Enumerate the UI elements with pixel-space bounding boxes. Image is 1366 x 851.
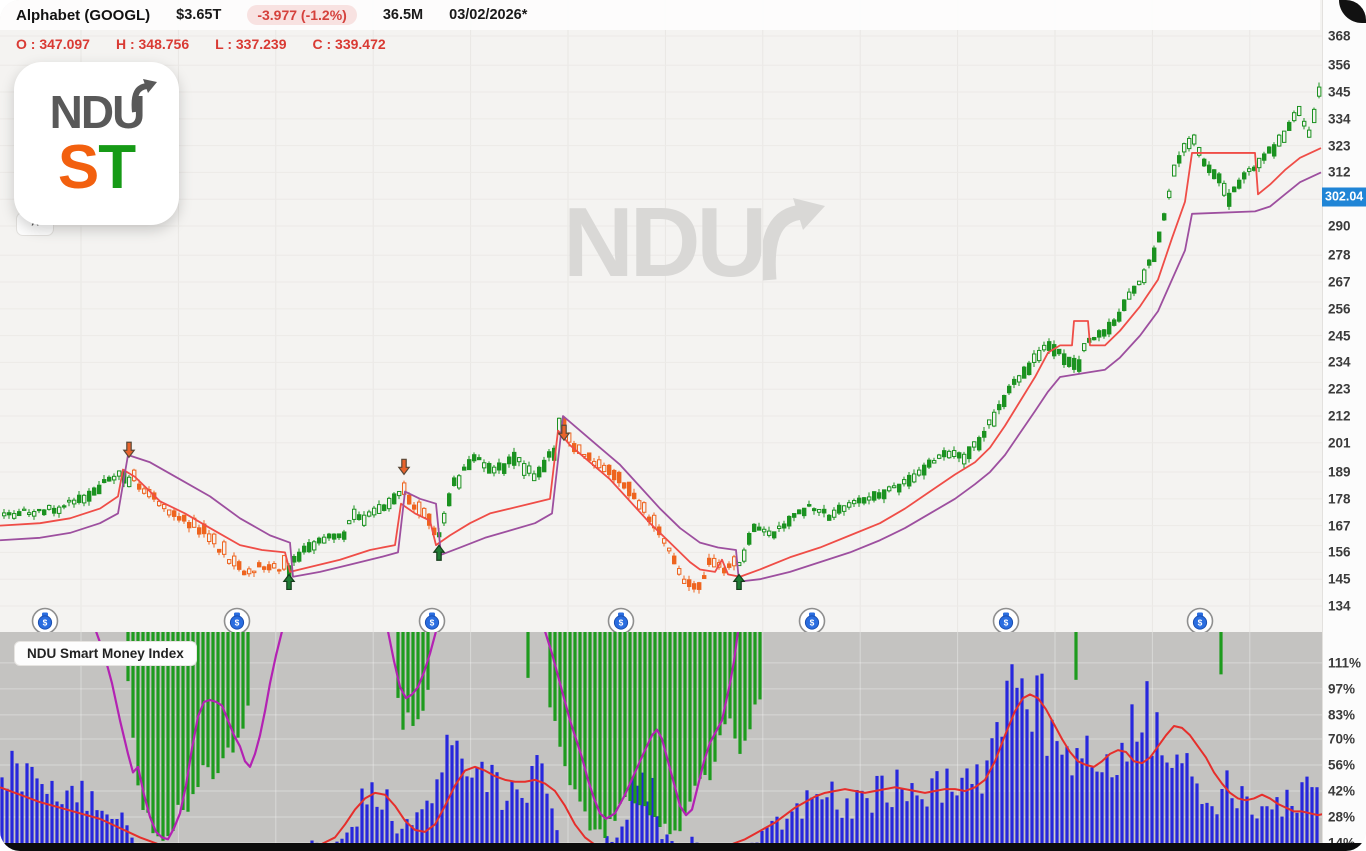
price-axis-label: 223	[1328, 381, 1351, 397]
logo-ndu-text: NDU	[50, 78, 158, 135]
price-axis-label: 212	[1328, 408, 1351, 424]
price-axis-label: 334	[1328, 111, 1351, 127]
price-axis-label: 323	[1328, 138, 1351, 154]
sell-arrow-icon	[122, 441, 136, 459]
svg-text:$: $	[619, 618, 624, 628]
svg-text:$: $	[810, 618, 815, 628]
price-axis-label: 145	[1328, 571, 1351, 587]
percent-axis-label: 111%	[1328, 655, 1362, 671]
price-axis-label: 267	[1328, 274, 1351, 290]
price-axis-label: 356	[1328, 57, 1351, 73]
percent-axis-label: 28%	[1328, 809, 1356, 825]
high-readout: H : 348.756	[115, 36, 190, 52]
buy-arrow-icon	[732, 573, 746, 591]
change-badge: -3.977 (-1.2%)	[247, 5, 357, 25]
money-bag-icon: $	[223, 607, 251, 632]
price-axis-label: 256	[1328, 301, 1351, 317]
money-bag-icon: $	[992, 607, 1020, 632]
date-value: 03/02/2026*	[449, 7, 528, 23]
price-axis-label: 312	[1328, 164, 1351, 180]
svg-text:$: $	[1198, 618, 1203, 628]
buy-arrow-icon	[432, 544, 446, 561]
price-axis-label: 345	[1328, 84, 1351, 100]
percent-axis-label: 83%	[1328, 707, 1356, 723]
money-bag-icon: $	[418, 607, 446, 632]
percent-axis-label: 42%	[1328, 783, 1356, 799]
money-bag-icon: $	[798, 607, 826, 632]
money-bag-icon: $	[31, 607, 59, 632]
price-axis-label: 167	[1328, 518, 1351, 534]
svg-text:$: $	[430, 618, 435, 628]
price-axis-label: 201	[1328, 435, 1351, 451]
market-cap: $3.65T	[176, 7, 222, 23]
price-axis-label: 368	[1328, 28, 1351, 44]
svg-text:$: $	[43, 618, 48, 628]
price-axis-label: 245	[1328, 328, 1351, 344]
volume-value: 36.5M	[382, 7, 424, 23]
symbol-name[interactable]: Alphabet (GOOGL)	[16, 6, 151, 24]
bottom-bar	[0, 843, 1366, 851]
sell-arrow-icon	[397, 458, 411, 476]
low-readout: L : 337.239	[215, 36, 287, 52]
money-bag-icon: $	[607, 607, 635, 632]
sell-arrow-icon	[557, 424, 571, 442]
price-axis-label: 178	[1328, 491, 1351, 507]
indicator-label[interactable]: NDU Smart Money Index	[14, 641, 197, 666]
percent-axis-label: 97%	[1328, 681, 1356, 697]
money-bag-icon: $	[1186, 607, 1214, 632]
smart-money-index-chart[interactable]	[0, 632, 1322, 851]
percent-axis-label: 56%	[1328, 757, 1356, 773]
last-price-tag: 302.04	[1322, 187, 1366, 207]
price-axis-label: 278	[1328, 247, 1351, 263]
price-chart[interactable]: $ $ $ $ $ $ $	[0, 0, 1322, 632]
price-axis: 3683563453343233123012902782672562452342…	[1322, 0, 1366, 851]
ndu-st-logo: NDU ST	[14, 62, 179, 225]
svg-text:$: $	[1004, 618, 1009, 628]
symbol-header: Alphabet (GOOGL) $3.65T -3.977 (-1.2%) 3…	[0, 0, 1320, 30]
close-readout: C : 339.472	[312, 36, 386, 52]
buy-arrow-icon	[282, 573, 296, 591]
price-axis-label: 134	[1328, 598, 1351, 614]
percent-axis-label: 70%	[1328, 731, 1356, 747]
price-axis-label: 234	[1328, 354, 1351, 370]
logo-st-text: ST	[57, 132, 136, 202]
price-axis-label: 189	[1328, 464, 1351, 480]
ohlc-readout: O : 347.097 H : 348.756 L : 337.239 C : …	[16, 36, 386, 52]
open-readout: O : 347.097	[16, 36, 90, 52]
logo-arrow-icon	[131, 78, 158, 112]
price-axis-label: 156	[1328, 544, 1351, 560]
price-axis-label: 290	[1328, 218, 1351, 234]
svg-text:$: $	[235, 618, 240, 628]
